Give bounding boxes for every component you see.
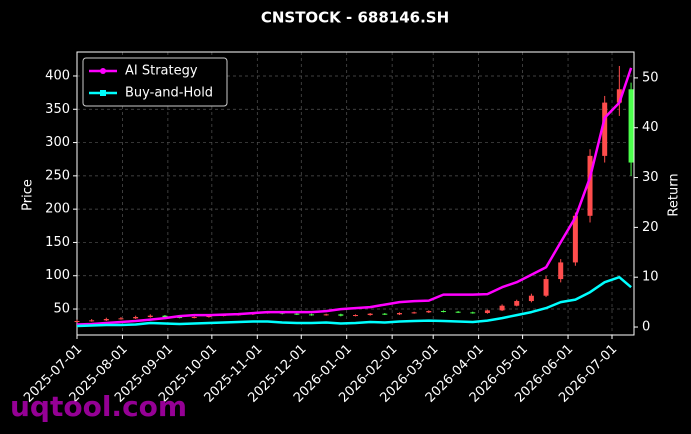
candle-body xyxy=(396,313,402,315)
y-tick-label: 100 xyxy=(45,268,70,283)
candle-body xyxy=(484,310,490,314)
legend: AI Strategy Buy-and-Hold xyxy=(82,57,228,107)
candle-body xyxy=(543,279,549,296)
candle-body xyxy=(426,311,432,313)
candle-body xyxy=(440,311,446,313)
candle-body xyxy=(133,317,139,319)
y-tick-label: 400 xyxy=(45,68,70,83)
candle-body xyxy=(616,89,622,103)
candle-body xyxy=(382,313,388,315)
plot-frame xyxy=(76,51,635,336)
y-tick-label: 150 xyxy=(45,235,70,250)
candle-body xyxy=(602,102,608,156)
y-tick-label: 200 xyxy=(45,202,70,217)
candle-body xyxy=(177,317,183,319)
y2-axis-label: Return xyxy=(667,173,682,216)
candle-body xyxy=(74,321,80,323)
y-axis-label: Price xyxy=(21,179,36,211)
y-tick-label: 300 xyxy=(45,135,70,150)
candle-body xyxy=(338,314,344,316)
legend-marker xyxy=(100,90,106,96)
y2-tick-label: 0 xyxy=(642,320,650,335)
y-tick-label: 350 xyxy=(45,102,70,117)
candle-body xyxy=(470,312,476,314)
candle-body xyxy=(206,315,212,318)
candle-body xyxy=(367,313,373,316)
watermark: uqtool.com xyxy=(10,390,187,423)
candle-body xyxy=(587,155,593,216)
candle-body xyxy=(455,311,461,313)
candle-body xyxy=(162,315,168,318)
y2-tick-label: 30 xyxy=(642,170,659,185)
candle-body xyxy=(528,295,534,302)
candle-body xyxy=(411,312,417,314)
candle-body xyxy=(147,315,153,318)
candle-body xyxy=(309,314,315,316)
candle-body xyxy=(89,320,95,322)
candle-body xyxy=(323,314,329,316)
candle-body xyxy=(353,315,358,317)
y2-tick-label: 20 xyxy=(642,220,659,235)
candle-body xyxy=(628,89,634,163)
candle-body xyxy=(191,317,197,319)
series-line xyxy=(76,67,633,326)
series-line xyxy=(76,275,632,328)
y-tick-label: 50 xyxy=(53,302,70,317)
candle-body xyxy=(103,319,109,321)
y2-tick-label: 10 xyxy=(642,270,659,285)
candle-body xyxy=(294,313,300,315)
y2-tick-label: 50 xyxy=(642,70,659,85)
candle-body xyxy=(514,301,520,306)
legend-marker xyxy=(100,68,106,74)
legend-box xyxy=(82,57,228,107)
chart-title: CNSTOCK - 688146.SH xyxy=(261,9,449,27)
legend-label: AI Strategy xyxy=(125,64,198,79)
y2-tick-label: 40 xyxy=(642,120,659,135)
candle-body xyxy=(499,305,505,311)
candle-body xyxy=(572,215,578,263)
legend-label: Buy-and-Hold xyxy=(125,86,213,101)
candle-body xyxy=(118,318,124,320)
candle-body xyxy=(558,262,564,280)
y-tick-label: 250 xyxy=(45,168,70,183)
